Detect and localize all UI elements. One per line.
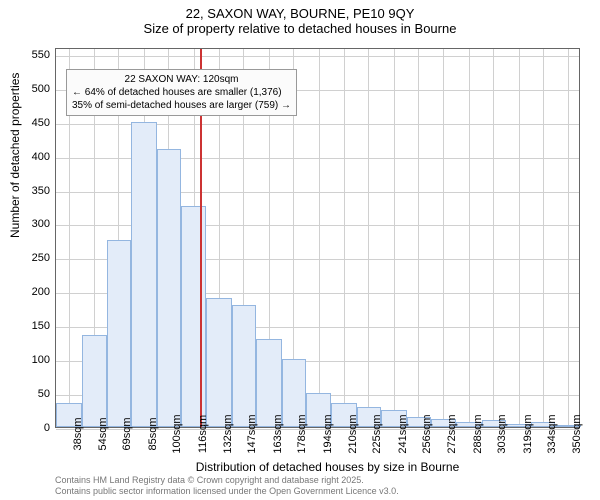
y-tick-label: 550 — [10, 49, 50, 61]
annotation-line2: ← 64% of detached houses are smaller (1,… — [72, 86, 291, 99]
x-tick-label: 38sqm — [72, 417, 84, 450]
y-tick-label: 200 — [10, 286, 50, 298]
histogram-bar — [131, 122, 157, 427]
x-tick-label: 256sqm — [421, 414, 433, 453]
annotation-box: 22 SAXON WAY: 120sqm ← 64% of detached h… — [66, 69, 297, 116]
title-sub: Size of property relative to detached ho… — [0, 21, 600, 40]
x-tick-label: 350sqm — [571, 414, 583, 453]
y-tick-label: 250 — [10, 252, 50, 264]
x-tick-label: 132sqm — [222, 414, 234, 453]
x-tick-label: 303sqm — [496, 414, 508, 453]
y-tick-label: 100 — [10, 354, 50, 366]
gridline-v — [519, 49, 520, 427]
attribution: Contains HM Land Registry data © Crown c… — [55, 475, 399, 497]
x-tick-label: 178sqm — [296, 414, 308, 453]
x-tick-label: 194sqm — [322, 414, 334, 453]
gridline-v — [493, 49, 494, 427]
gridline-h — [56, 56, 579, 57]
y-tick-label: 150 — [10, 320, 50, 332]
y-tick-label: 0 — [10, 422, 50, 434]
x-tick-label: 272sqm — [446, 414, 458, 453]
gridline-v — [394, 49, 395, 427]
title-main: 22, SAXON WAY, BOURNE, PE10 9QY — [0, 0, 600, 21]
gridline-v — [543, 49, 544, 427]
y-tick-label: 50 — [10, 388, 50, 400]
histogram-bar — [157, 149, 181, 427]
annotation-line3: 35% of semi-detached houses are larger (… — [72, 99, 291, 112]
x-tick-label: 163sqm — [272, 414, 284, 453]
plot-area: 22 SAXON WAY: 120sqm ← 64% of detached h… — [55, 48, 580, 428]
x-tick-label: 288sqm — [472, 414, 484, 453]
histogram-bar — [82, 335, 108, 427]
attribution-line2: Contains public sector information licen… — [55, 486, 399, 497]
gridline-v — [568, 49, 569, 427]
x-tick-label: 334sqm — [546, 414, 558, 453]
annotation-line1: 22 SAXON WAY: 120sqm — [72, 73, 291, 86]
histogram-bar — [181, 206, 207, 427]
x-tick-label: 69sqm — [121, 417, 133, 450]
gridline-v — [344, 49, 345, 427]
x-tick-label: 147sqm — [246, 414, 258, 453]
y-axis-label: Number of detached properties — [8, 73, 22, 238]
gridline-v — [469, 49, 470, 427]
x-tick-label: 210sqm — [347, 414, 359, 453]
histogram-bar — [232, 305, 256, 427]
gridline-v — [418, 49, 419, 427]
histogram-bar — [107, 240, 131, 427]
x-tick-label: 225sqm — [371, 414, 383, 453]
chart-area: 22 SAXON WAY: 120sqm ← 64% of detached h… — [55, 48, 580, 428]
attribution-line1: Contains HM Land Registry data © Crown c… — [55, 475, 399, 486]
gridline-v — [368, 49, 369, 427]
x-axis-label: Distribution of detached houses by size … — [0, 460, 600, 474]
x-tick-label: 319sqm — [522, 414, 534, 453]
x-tick-label: 85sqm — [147, 417, 159, 450]
x-tick-label: 54sqm — [97, 417, 109, 450]
gridline-v — [443, 49, 444, 427]
gridline-v — [319, 49, 320, 427]
x-tick-label: 116sqm — [197, 415, 209, 453]
chart-container: 22, SAXON WAY, BOURNE, PE10 9QY Size of … — [0, 0, 600, 500]
x-tick-label: 241sqm — [397, 414, 409, 453]
histogram-bar — [206, 298, 232, 427]
x-tick-label: 100sqm — [171, 414, 183, 453]
